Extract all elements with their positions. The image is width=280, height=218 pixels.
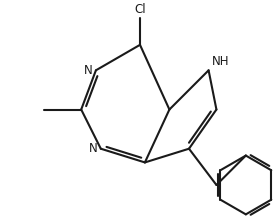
Text: N: N	[84, 64, 93, 77]
Text: Cl: Cl	[134, 3, 146, 16]
Text: NH: NH	[211, 55, 229, 68]
Text: N: N	[89, 142, 98, 155]
